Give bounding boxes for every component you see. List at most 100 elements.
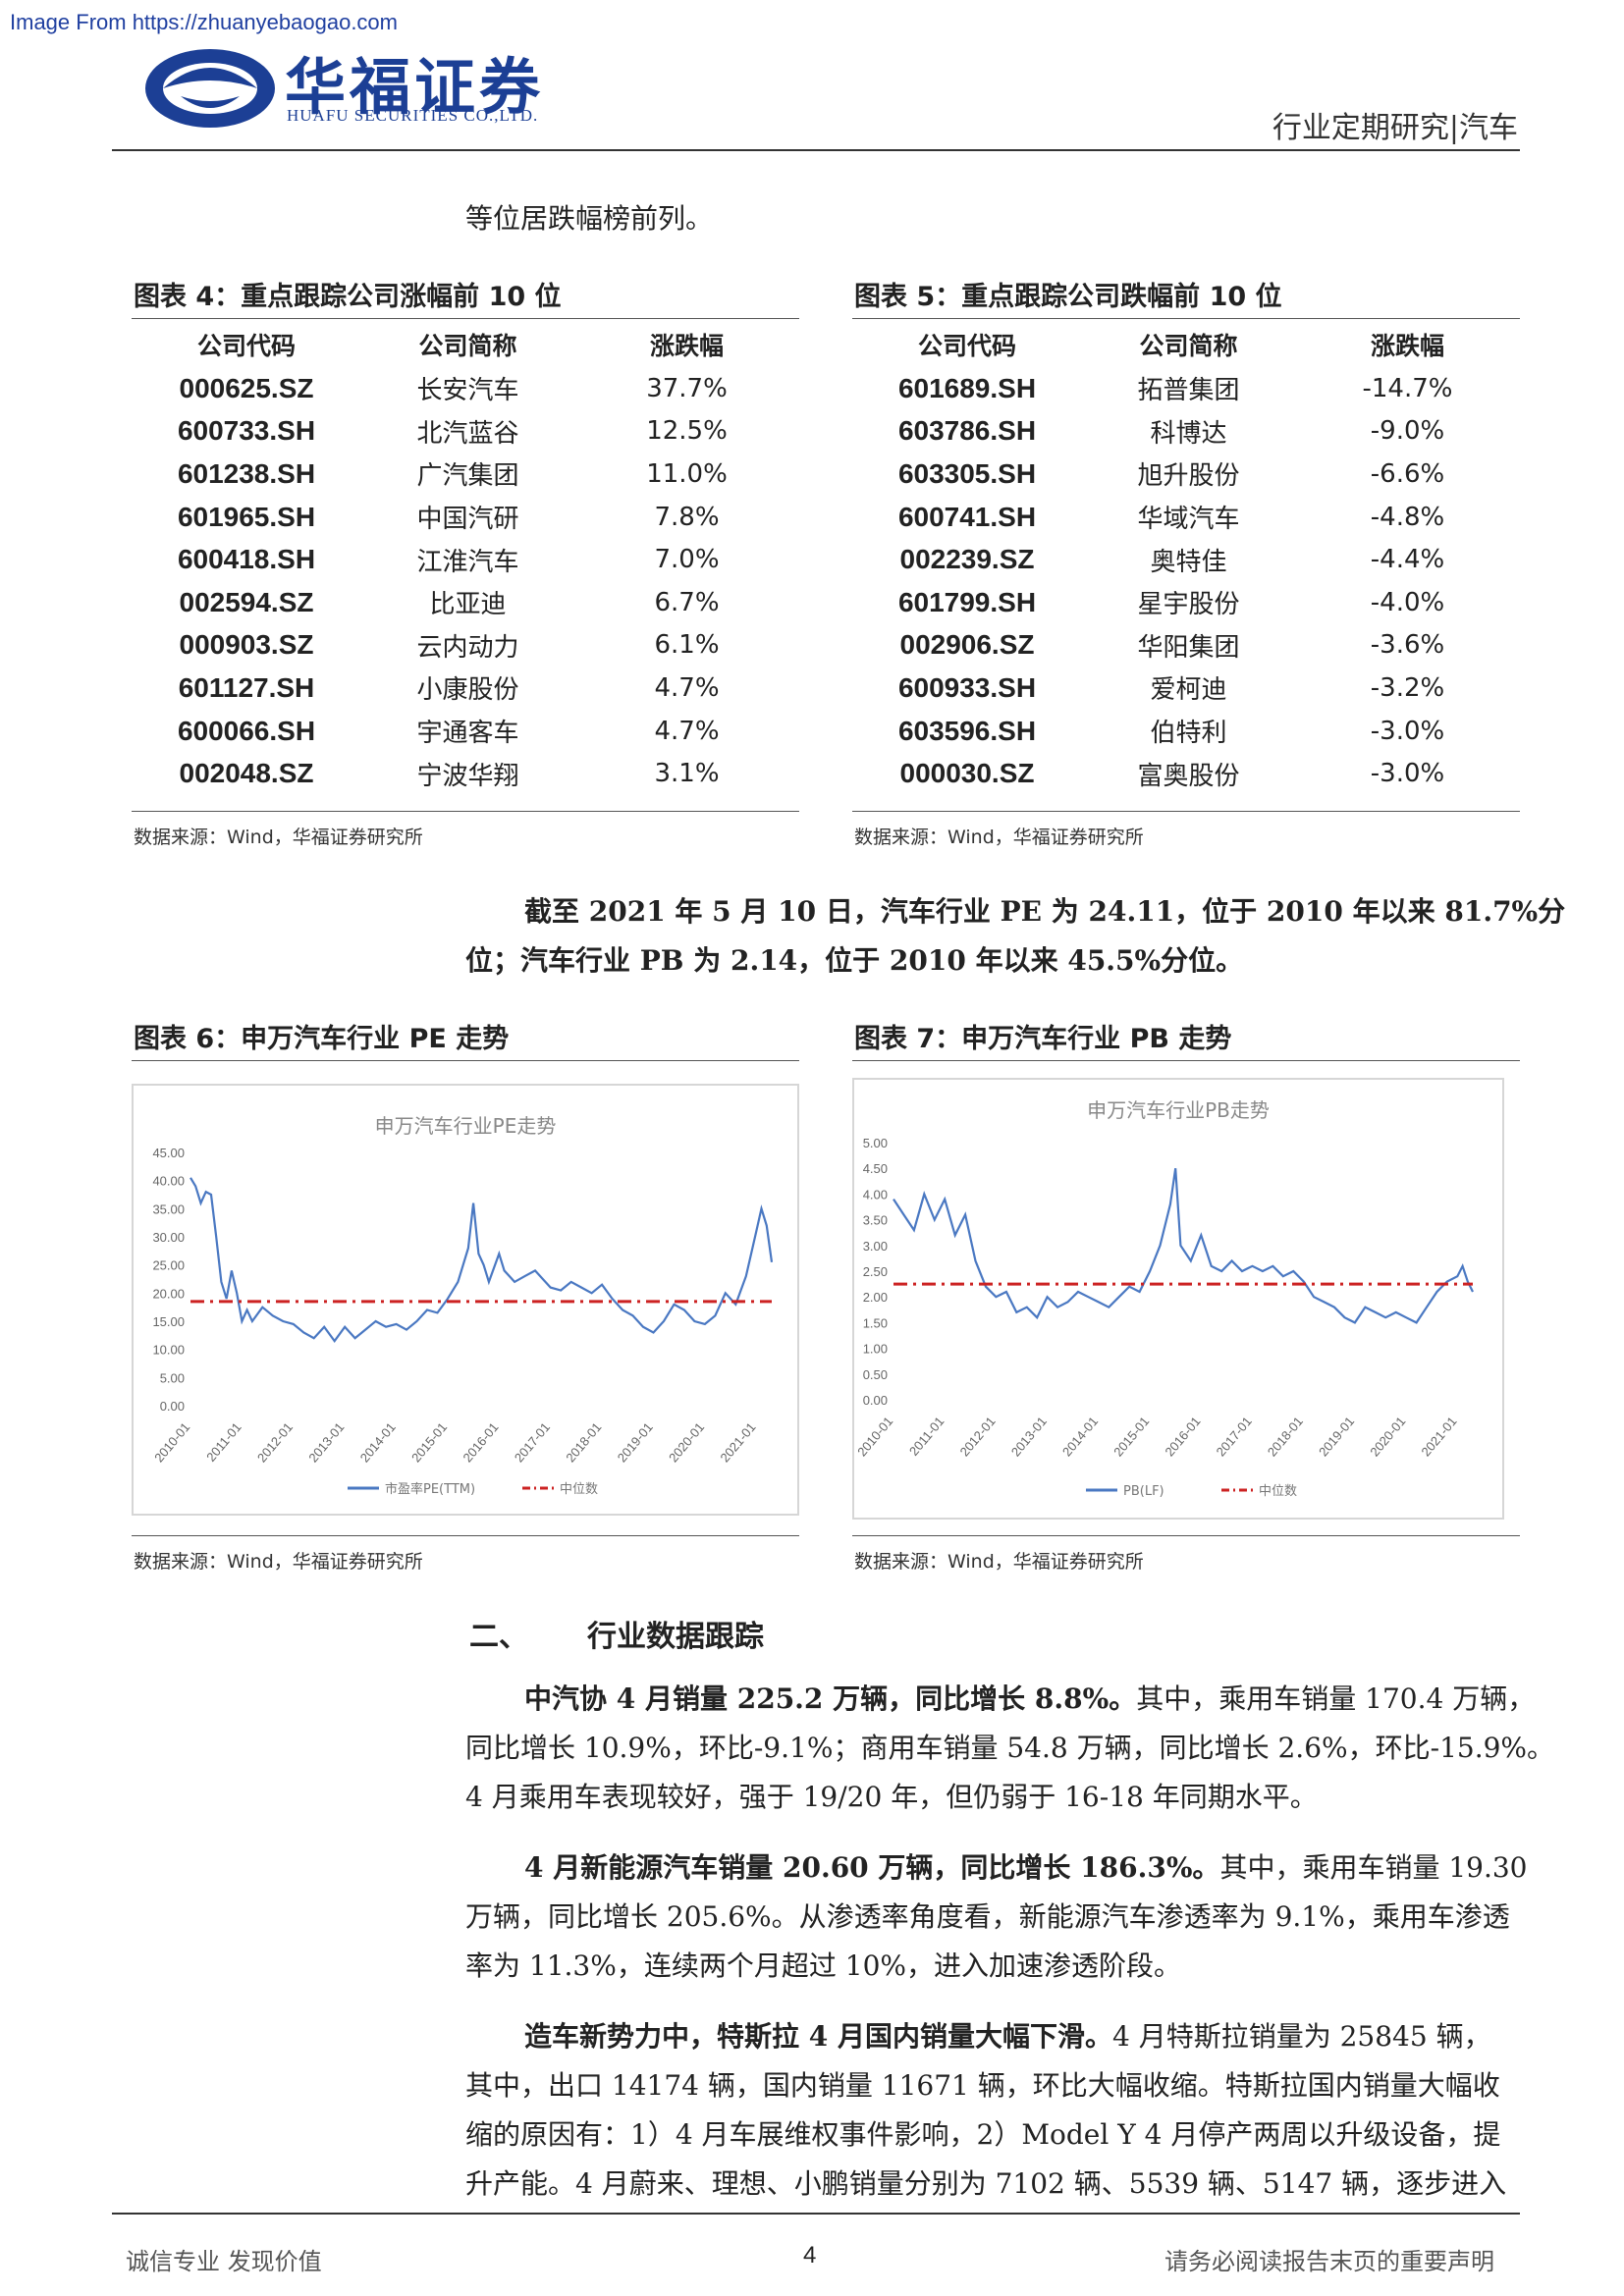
cell-code: 601127.SH (178, 671, 315, 703)
valuation-line-2: 位；汽车行业 PB 为 2.14，位于 2010 年以来 45.5%分位。 (465, 944, 1244, 977)
para1-line2: 同比增长 10.9%，环比-9.1%；商用车销量 54.8 万辆，同比增长 2.… (465, 1732, 1555, 1764)
x-tick-label: 2016-01 (1162, 1414, 1203, 1459)
x-tick-label: 2020-01 (666, 1419, 707, 1465)
cell-pct: 37.7% (646, 373, 728, 403)
cell-pct: -3.0% (1370, 716, 1445, 746)
x-tick-label: 2011-01 (203, 1419, 244, 1464)
fig6-title: 图表 6：申万汽车行业 PE 走势 (134, 1024, 510, 1054)
x-tick-label: 2020-01 (1367, 1414, 1408, 1459)
cell-code: 601689.SH (897, 372, 1037, 403)
pb-chart-frame: 申万汽车行业PB走势 5.00 4.50 4.00 3.50 3.00 2.50 2.00 1.… (852, 1078, 1504, 1520)
page-number: 4 (803, 2242, 817, 2269)
cell-code: 000903.SZ (179, 629, 314, 661)
table-row: 000903.SZ 云内动力 6.1% (132, 624, 799, 667)
col-header: 公司代码 (196, 332, 296, 360)
valuation-line-1: 截至 2021 年 5 月 10 日，汽车行业 PE 为 24.11，位于 20… (524, 895, 1566, 928)
x-tick-label: 2021-01 (717, 1419, 758, 1465)
cell-name: 宁波华翔 (416, 761, 519, 791)
cell-pct: -3.6% (1370, 630, 1445, 661)
cell-code: 600066.SH (177, 715, 316, 746)
x-tick-label: 2011-01 (906, 1414, 947, 1458)
para2-rest: 其中，乘用车销量 19.30 (1219, 1851, 1528, 1884)
y-tick-label: 5.00 (863, 1136, 888, 1150)
table-row: 002906.SZ 华阳集团 -3.6% (852, 624, 1520, 667)
table-row: 603786.SH 科博达 -9.0% (852, 410, 1520, 454)
cell-name: 江淮汽车 (416, 547, 519, 577)
legend-label: 市盈率PE(TTM) (385, 1481, 475, 1497)
cell-pct: 4.7% (654, 672, 720, 703)
cell-code: 002594.SZ (179, 586, 314, 617)
y-tick-label: 0.00 (160, 1399, 185, 1414)
fig4-top-rule (132, 318, 799, 319)
table-row: 002048.SZ 宁波华翔 3.1% (132, 752, 799, 795)
cell-name: 广汽集团 (416, 461, 519, 492)
x-tick-label: 2019-01 (1316, 1414, 1357, 1459)
y-tick-label: 2.50 (863, 1264, 888, 1279)
cell-pct: -4.8% (1370, 502, 1445, 532)
table-row: 000625.SZ 长安汽车 37.7% (132, 367, 799, 410)
fig6-bottom-rule (132, 1535, 799, 1536)
y-tick-label: 25.00 (152, 1258, 185, 1273)
cell-code: 002906.SZ (899, 629, 1035, 661)
cell-name: 宇通客车 (416, 719, 519, 749)
y-tick-label: 10.00 (152, 1343, 185, 1358)
table-row: 600418.SH 江淮汽车 7.0% (132, 538, 799, 581)
para2-lead: 4 月新能源汽车销量 20.60 万辆，同比增长 186.3%。 (524, 1851, 1220, 1884)
table-row: 601689.SH 拓普集团 -14.7% (852, 367, 1520, 410)
para3-line1: 造车新势力中，特斯拉 4 月国内销量大幅下滑。4 月特斯拉销量为 25845 辆… (524, 2012, 1491, 2061)
chart-title: 申万汽车行业PE走势 (375, 1114, 557, 1138)
table-row: 002594.SZ 比亚迪 6.7% (132, 581, 799, 624)
section-number: 二、 (469, 1620, 528, 1654)
cell-code: 600933.SH (897, 671, 1037, 703)
pe-chart-frame: 申万汽车行业PE走势 45.00 40.00 35.00 30.00 25.00 20.00… (132, 1084, 799, 1516)
fig5-table: 公司代码 公司简称 涨跌幅 601689.SH 拓普集团 -14.7% 603786.… (852, 322, 1520, 795)
x-tick-label: 2010-01 (151, 1419, 192, 1465)
cell-code: 000625.SZ (179, 372, 314, 403)
para1-lead: 中汽协 4 月销量 225.2 万辆，同比增长 8.8%。 (524, 1682, 1137, 1715)
cell-name: 富奥股份 (1137, 761, 1240, 791)
cell-pct: 7.8% (654, 502, 720, 532)
y-tick-label: 2.00 (863, 1290, 888, 1305)
fig4-table: 公司代码 公司简称 涨跌幅 000625.SZ 长安汽车 37.7% 600733.S… (132, 322, 799, 795)
cell-pct: -4.0% (1370, 587, 1445, 617)
fig4-bottom-rule (132, 811, 799, 812)
x-tick-label: 2021-01 (1418, 1414, 1459, 1459)
y-tick-label: 5.00 (160, 1370, 185, 1385)
cell-name: 奥特佳 (1150, 547, 1227, 577)
x-tick-label: 2014-01 (357, 1419, 399, 1465)
cell-code: 601238.SH (177, 457, 316, 489)
cell-pct: -3.2% (1370, 672, 1445, 703)
y-tick-label: 15.00 (152, 1314, 185, 1329)
y-tick-label: 4.00 (863, 1187, 888, 1201)
fig5-source: 数据来源：Wind，华福证券研究所 (854, 827, 1144, 848)
footer-slogan: 诚信专业 发现价值 (126, 2248, 322, 2275)
cell-code: 600741.SH (897, 501, 1037, 532)
cell-name: 华阳集团 (1137, 632, 1240, 663)
y-tick-label: 4.50 (863, 1161, 888, 1176)
cell-pct: 4.7% (654, 716, 720, 746)
cell-pct: 11.0% (646, 458, 728, 489)
cell-code: 601965.SH (177, 501, 316, 532)
header-divider (112, 149, 1520, 151)
fig7-top-rule (852, 1060, 1520, 1061)
y-tick-label: 0.00 (863, 1393, 888, 1408)
col-header: 公司简称 (1139, 332, 1238, 360)
cell-name: 比亚迪 (429, 590, 507, 620)
y-tick-label: 1.00 (863, 1342, 888, 1357)
x-tick-label: 2015-01 (1110, 1414, 1152, 1459)
cell-code: 600733.SH (177, 415, 316, 447)
x-tick-label: 2013-01 (305, 1419, 347, 1465)
table-row: 600933.SH 爱柯迪 -3.2% (852, 667, 1520, 710)
para3-rest: 4 月特斯拉销量为 25845 辆， (1111, 2020, 1491, 2053)
table-row: 601965.SH 中国汽研 7.8% (132, 496, 799, 539)
x-tick-label: 2018-01 (1265, 1414, 1306, 1459)
fig4-source: 数据来源：Wind，华福证券研究所 (134, 827, 423, 848)
cell-code: 002048.SZ (179, 758, 314, 789)
cell-name: 中国汽研 (416, 505, 519, 535)
cell-pct: -9.0% (1370, 416, 1445, 447)
cell-code: 603786.SH (897, 415, 1037, 447)
para3-lead: 造车新势力中，特斯拉 4 月国内销量大幅下滑。 (524, 2020, 1112, 2053)
para3-line2: 其中，出口 14174 辆，国内销量 11671 辆，环比大幅收缩。特斯拉国内销… (465, 2069, 1500, 2102)
x-tick-label: 2017-01 (1214, 1414, 1255, 1459)
fig5-title: 图表 5：重点跟踪公司跌幅前 10 位 (854, 282, 1282, 312)
